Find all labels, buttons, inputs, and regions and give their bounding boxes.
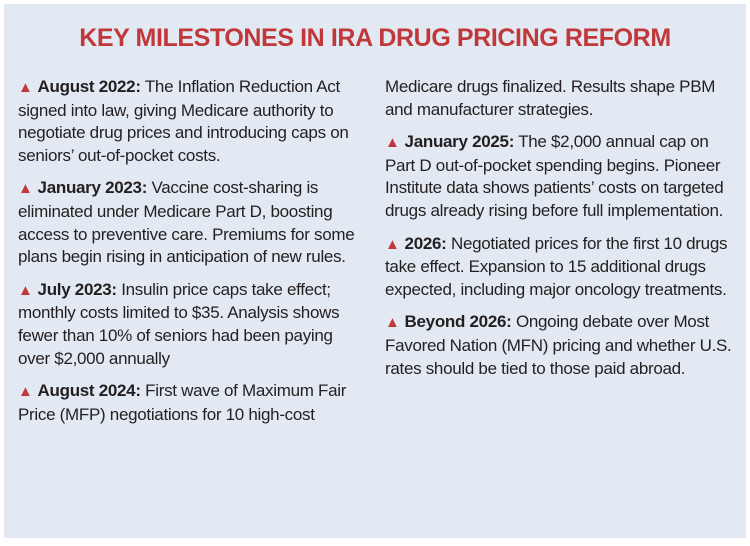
milestone-item: ▲ August 2022: The Inflation Reduction Ac… <box>18 76 365 167</box>
page-title: KEY MILESTONES IN IRA DRUG PRICING REFOR… <box>18 22 732 54</box>
milestone-text: The Inflation Reduction Act signed into … <box>18 77 349 165</box>
milestone-date: January 2025: <box>404 132 515 152</box>
milestone-date: Beyond 2026: <box>404 312 512 332</box>
milestone-item: ▲ January 2025: The $2,000 annual cap on … <box>385 131 732 222</box>
milestone-text: Insulin price caps take effect; monthly … <box>18 279 340 368</box>
milestone-text: The $2,000 annual cap on Part D out-of-p… <box>385 132 724 220</box>
milestone-date: January 2023: <box>37 178 148 198</box>
milestone-item: ▲ August 2024: First wave of Maximum Fair… <box>18 76 732 426</box>
milestone-item: ▲ July 2023: Insulin price caps take effe… <box>18 279 365 370</box>
red-triangle-icon: ▲ <box>385 235 400 253</box>
red-triangle-icon: ▲ <box>385 134 400 152</box>
milestone-item: ▲ Beyond 2026: Ongoing debate over Most F… <box>385 311 732 380</box>
milestone-text: Vaccine cost-sharing is eliminated under… <box>18 178 355 267</box>
red-triangle-icon: ▲ <box>18 79 33 96</box>
milestone-date: July 2023: <box>37 279 118 299</box>
milestone-text: First wave of Maximum Fair Price (MFP) n… <box>18 77 716 424</box>
red-triangle-icon: ▲ <box>385 314 400 332</box>
milestone-date: August 2022: <box>37 77 141 96</box>
milestones-panel: KEY MILESTONES IN IRA DRUG PRICING REFOR… <box>4 4 746 538</box>
milestone-date: 2026: <box>404 233 447 253</box>
red-triangle-icon: ▲ <box>18 281 33 299</box>
milestone-date: August 2024: <box>37 381 141 401</box>
red-triangle-icon: ▲ <box>18 180 33 198</box>
milestone-item: ▲ 2026: Negotiated prices for the first 1… <box>385 233 732 302</box>
milestone-list: ▲ August 2022: The Inflation Reduction Ac… <box>18 76 732 426</box>
title-text: KEY MILESTONES IN IRA DRUG PRICING REFOR… <box>79 24 671 52</box>
milestone-item: ▲ January 2023: Vaccine cost-sharing is e… <box>18 177 365 268</box>
red-triangle-icon: ▲ <box>18 383 33 401</box>
milestone-text: Negotiated prices for the first 10 drugs… <box>385 233 728 299</box>
milestone-text: Ongoing debate over Most Favored Nation … <box>385 312 732 378</box>
